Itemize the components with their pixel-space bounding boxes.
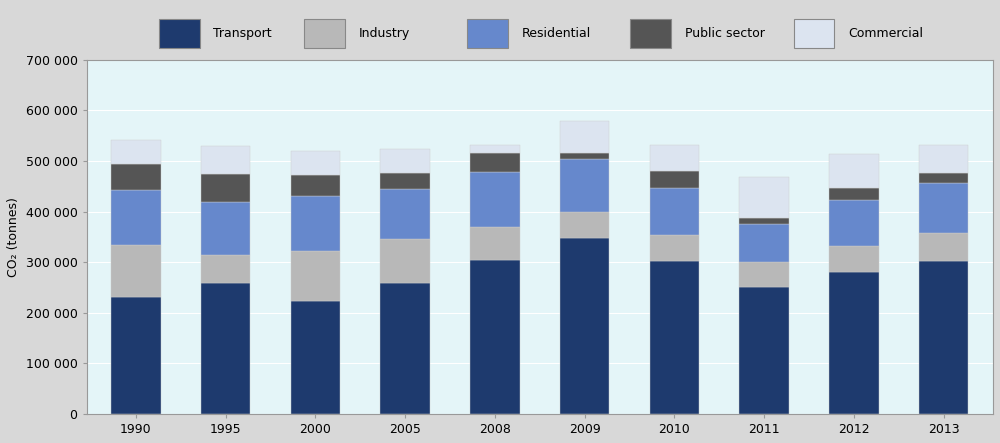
Bar [380, 190, 430, 239]
Bar [919, 233, 968, 261]
Bar [291, 197, 340, 251]
Bar [829, 272, 879, 414]
Bar [111, 297, 161, 414]
FancyBboxPatch shape [467, 19, 508, 48]
Bar [111, 245, 161, 297]
Bar [739, 262, 789, 287]
Bar [650, 145, 699, 171]
Bar [470, 153, 520, 172]
Bar [201, 174, 250, 202]
Text: Public sector: Public sector [685, 27, 765, 40]
FancyBboxPatch shape [794, 19, 834, 48]
Bar [739, 224, 789, 262]
Bar [380, 284, 430, 414]
Text: Transport: Transport [213, 27, 272, 40]
FancyBboxPatch shape [630, 19, 671, 48]
Bar [919, 183, 968, 233]
Bar [201, 255, 250, 284]
Bar [919, 145, 968, 173]
Bar [111, 164, 161, 190]
Text: Commercial: Commercial [848, 27, 923, 40]
FancyBboxPatch shape [159, 19, 200, 48]
Bar [380, 149, 430, 173]
Bar [291, 151, 340, 175]
FancyBboxPatch shape [304, 19, 345, 48]
Bar [380, 173, 430, 190]
Bar [111, 140, 161, 164]
Bar [829, 246, 879, 272]
Text: Residential: Residential [522, 27, 591, 40]
Bar [560, 153, 609, 159]
Bar [291, 175, 340, 197]
Y-axis label: CO₂ (tonnes): CO₂ (tonnes) [7, 197, 20, 277]
Bar [650, 235, 699, 261]
Text: Industry: Industry [358, 27, 410, 40]
Bar [560, 238, 609, 414]
Bar [829, 199, 879, 246]
Bar [919, 173, 968, 183]
Bar [739, 177, 789, 218]
Bar [291, 251, 340, 301]
Bar [291, 301, 340, 414]
Bar [560, 120, 609, 153]
Bar [201, 284, 250, 414]
Bar [560, 159, 609, 212]
Bar [650, 171, 699, 188]
Bar [470, 227, 520, 260]
Bar [470, 172, 520, 227]
Bar [560, 212, 609, 238]
Bar [739, 218, 789, 224]
Bar [829, 154, 879, 188]
Bar [919, 261, 968, 414]
Bar [111, 190, 161, 245]
Bar [380, 239, 430, 284]
Bar [650, 188, 699, 235]
Bar [201, 146, 250, 174]
Bar [829, 188, 879, 199]
Bar [201, 202, 250, 255]
Bar [739, 287, 789, 414]
Bar [470, 145, 520, 153]
Bar [650, 261, 699, 414]
Bar [470, 260, 520, 414]
